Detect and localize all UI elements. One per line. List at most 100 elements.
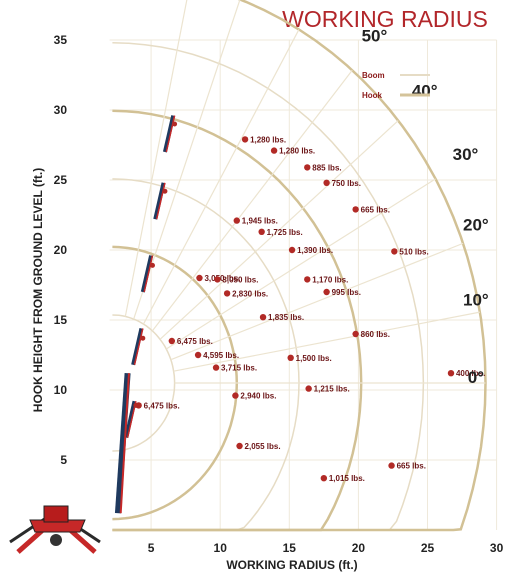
load-label: 400 lbs. bbox=[456, 369, 485, 378]
load-point bbox=[223, 290, 231, 297]
axis-ticks: 5 10 15 20 25 30 5 10 15 20 25 30 35 bbox=[54, 33, 504, 555]
x-tick-label: 15 bbox=[283, 541, 297, 555]
x-tick-label: 20 bbox=[352, 541, 366, 555]
load-label: 665 lbs. bbox=[397, 462, 426, 471]
angle-ray bbox=[159, 120, 399, 340]
boom-accent bbox=[155, 182, 166, 220]
load-points: 6,475 lbs. 2,055 lbs. 1,015 lbs. 665 lbs. 6,… bbox=[135, 135, 485, 483]
load-label: 1,015 lbs. bbox=[329, 474, 365, 483]
load-label: 665 lbs. bbox=[361, 205, 390, 214]
boom-segment bbox=[124, 400, 137, 439]
load-point bbox=[168, 337, 176, 345]
load-point bbox=[196, 274, 203, 282]
load-label: 2,055 lbs. bbox=[245, 442, 281, 451]
angle-label: 20° bbox=[463, 215, 489, 234]
y-tick-label: 30 bbox=[54, 103, 68, 117]
load-point bbox=[194, 351, 202, 359]
load-label: 510 lbs. bbox=[399, 247, 428, 256]
load-point bbox=[304, 164, 311, 171]
load-label: 1,500 lbs. bbox=[296, 354, 332, 363]
y-tick-label: 5 bbox=[60, 453, 67, 467]
legend: Boom Hook bbox=[362, 71, 430, 100]
load-point bbox=[320, 475, 328, 482]
load-label: 1,390 lbs. bbox=[297, 246, 333, 255]
angle-label: 40° bbox=[412, 81, 438, 100]
x-axis-label: WORKING RADIUS (ft.) bbox=[226, 558, 357, 572]
angle-ray bbox=[151, 69, 353, 332]
load-point bbox=[270, 147, 278, 154]
boom-accent bbox=[165, 115, 176, 153]
load-point bbox=[241, 136, 249, 143]
legend-hook-label: Hook bbox=[362, 91, 383, 100]
angle-ray bbox=[124, 0, 188, 317]
x-tick-label: 25 bbox=[421, 541, 435, 555]
crane-mast-accent bbox=[119, 373, 130, 514]
angle-ray bbox=[165, 178, 436, 350]
load-point bbox=[391, 248, 398, 255]
y-tick-label: 25 bbox=[54, 173, 68, 187]
x-tick-label: 30 bbox=[490, 541, 504, 555]
boom-segment bbox=[131, 327, 144, 366]
load-label: 1,280 lbs. bbox=[279, 147, 315, 156]
load-label: 2,940 lbs. bbox=[240, 392, 276, 401]
boom-accent bbox=[133, 328, 144, 365]
booms bbox=[114, 115, 178, 514]
boom-segment bbox=[153, 182, 166, 220]
load-point bbox=[212, 364, 220, 371]
load-point bbox=[305, 385, 312, 392]
load-point bbox=[352, 330, 359, 338]
load-point bbox=[232, 392, 239, 399]
load-point bbox=[323, 288, 330, 296]
load-point bbox=[323, 179, 330, 186]
load-point bbox=[259, 314, 267, 321]
load-point bbox=[304, 276, 311, 283]
load-point bbox=[236, 442, 243, 450]
load-label: 1,170 lbs. bbox=[312, 275, 348, 284]
load-point bbox=[233, 217, 240, 224]
x-tick-label: 5 bbox=[148, 541, 155, 555]
load-label: 1,725 lbs. bbox=[267, 228, 303, 237]
angle-labels: 78°70°60°50°40°30°20°10°0° bbox=[303, 0, 489, 387]
load-label: 3,050 lbs. bbox=[222, 275, 258, 284]
load-label: 1,215 lbs. bbox=[314, 385, 350, 394]
load-point bbox=[135, 402, 142, 409]
load-label: 3,050 lbs. bbox=[204, 274, 240, 283]
y-tick-label: 15 bbox=[54, 313, 68, 327]
y-tick-label: 20 bbox=[54, 243, 68, 257]
hook-marker bbox=[172, 121, 178, 127]
load-point bbox=[214, 276, 221, 283]
angle-label: 50° bbox=[362, 26, 388, 45]
angle-ray bbox=[173, 311, 480, 372]
angle-label: 10° bbox=[463, 291, 489, 310]
crane-mast bbox=[114, 372, 131, 514]
angle-label: 30° bbox=[453, 145, 479, 164]
load-label: 2,830 lbs. bbox=[232, 289, 268, 298]
y-tick-label: 10 bbox=[54, 383, 68, 397]
load-label: 1,280 lbs. bbox=[250, 135, 286, 144]
load-label: 4,595 lbs. bbox=[203, 351, 239, 360]
load-label: 995 lbs. bbox=[332, 288, 361, 297]
y-tick-label: 35 bbox=[54, 33, 68, 47]
boom-segment bbox=[140, 255, 154, 293]
chart-title: WORKING RADIUS bbox=[282, 6, 488, 32]
load-label: 885 lbs. bbox=[312, 163, 341, 172]
angle-ray bbox=[170, 242, 464, 361]
load-point bbox=[288, 246, 296, 254]
load-point bbox=[258, 228, 265, 235]
crane-base-icon bbox=[9, 505, 101, 554]
legend-boom-label: Boom bbox=[362, 71, 385, 80]
load-point bbox=[352, 206, 359, 213]
boom-segment bbox=[162, 115, 176, 153]
load-label: 750 lbs. bbox=[332, 179, 361, 188]
angle-label: 0° bbox=[468, 368, 484, 387]
y-axis-label: HOOK HEIGHT FROM GROUND LEVEL (ft.) bbox=[31, 168, 45, 412]
load-label: 3,715 lbs. bbox=[221, 364, 257, 373]
load-label: 6,475 lbs. bbox=[177, 337, 213, 346]
load-point bbox=[388, 462, 395, 469]
hook-marker bbox=[140, 335, 146, 341]
grid bbox=[109, 39, 498, 530]
angle-label: 60° bbox=[303, 0, 329, 1]
load-point bbox=[447, 370, 455, 377]
load-label: 1,945 lbs. bbox=[242, 217, 278, 226]
